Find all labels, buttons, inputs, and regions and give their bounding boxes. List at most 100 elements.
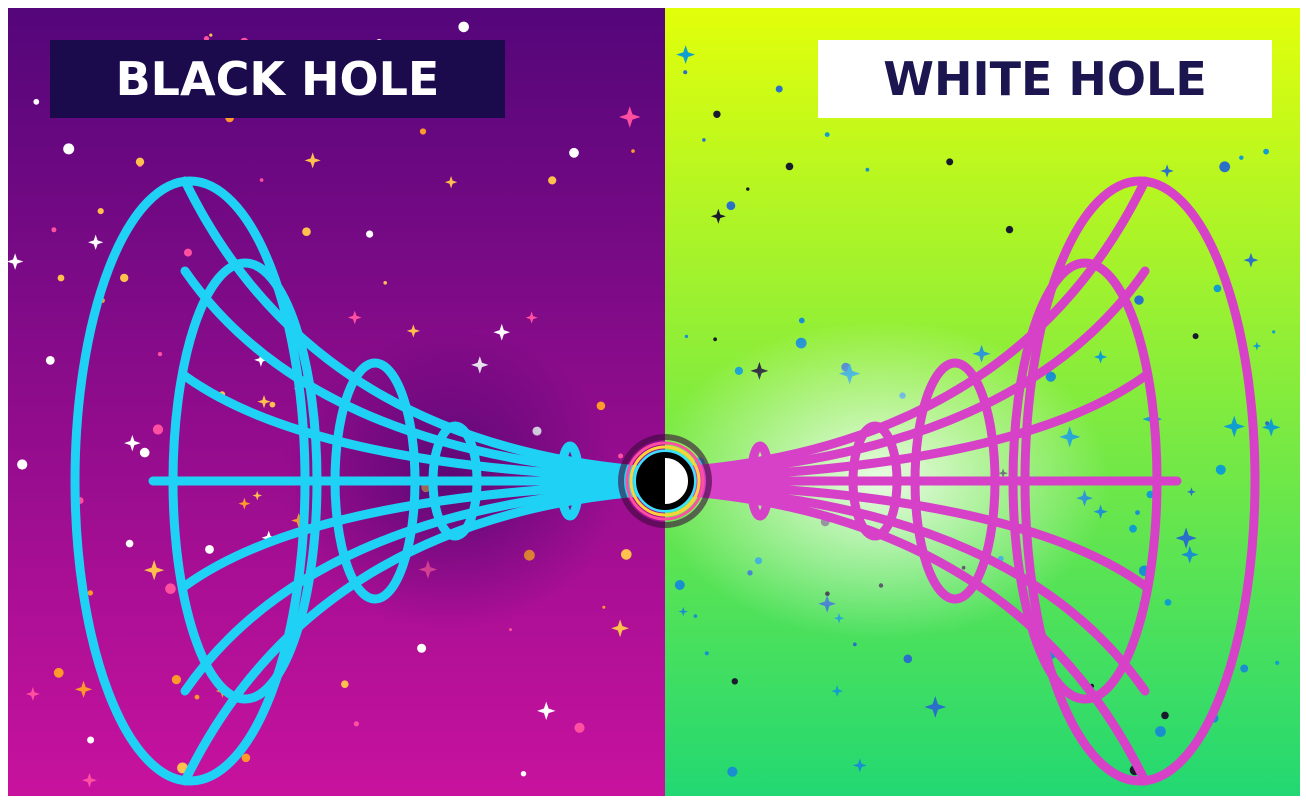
right-star [831,685,844,697]
right-star [727,766,738,777]
left-star [171,675,181,685]
right-star [775,85,783,93]
black-hole-funnel-profile-curve [180,482,670,696]
left-star [144,559,165,581]
right-star [1192,333,1199,340]
left-star [269,401,276,408]
white-hole-title: WHITE HOLE [883,52,1207,106]
right-star [1180,545,1199,564]
left-star [548,176,557,185]
left-star [165,583,176,594]
left-star [157,351,163,357]
black-hole-funnel-profile-curve [180,479,670,591]
white-hole-funnel-profile-curve [660,485,1150,786]
left-star [124,434,141,452]
right-star [1155,726,1166,737]
black-hole-title-box: BLACK HOLE [50,40,505,118]
left-star [97,208,104,215]
right-star [683,70,688,75]
left-star [525,311,538,324]
left-star [184,248,192,257]
right-star [1164,599,1172,606]
left-star [53,667,64,678]
black-hole-funnel-profile-curve [180,371,670,483]
white-hole-funnel-profile-curve [660,371,1150,483]
white-hole-funnel-profile-curve [660,266,1150,480]
right-star [798,317,805,324]
left-star [241,753,251,763]
right-star [1005,225,1014,234]
black-white-disc-icon [618,434,712,528]
left-star [574,722,585,733]
left-star [82,772,97,788]
left-star [621,549,632,560]
white-hole-funnel-profile-curve [660,482,1150,696]
left-star [259,178,264,182]
right-star [852,642,857,647]
left-star [611,619,629,638]
left-star [419,128,427,135]
left-star [25,687,40,701]
left-star [619,106,641,128]
right-star [852,758,867,773]
left-star [63,143,75,155]
right-star [903,654,913,664]
right-star [1252,341,1262,351]
right-star [1186,487,1196,497]
right-star [1263,148,1269,155]
left-star [569,147,579,158]
white-hole-funnel-profile-curve [660,176,1150,477]
left-star [536,701,556,721]
right-star [702,138,706,142]
left-star [406,324,420,338]
left-star [417,643,427,653]
left-star [257,394,271,409]
left-star [51,227,57,233]
left-star [366,230,374,238]
right-star [1240,664,1249,673]
left-star [238,497,251,510]
left-star [45,356,55,365]
right-star [785,162,794,171]
left-star [6,253,24,270]
left-star [139,447,150,458]
left-star [87,590,94,596]
left-star [88,234,104,250]
left-star [57,274,65,282]
right-star [693,614,698,618]
right-star [1146,490,1155,499]
black-hole-funnel-profile-curve [180,266,670,480]
right-star [1129,524,1137,533]
right-star [1093,350,1108,364]
right-star [1160,164,1174,178]
left-star [74,680,93,698]
white-hole-title-box: WHITE HOLE [818,40,1272,118]
left-star [444,176,458,189]
left-star [125,539,134,548]
left-star [509,628,512,632]
left-star [33,98,40,105]
left-star [353,721,359,727]
right-star [824,132,830,138]
left-star [631,149,635,153]
left-star [205,545,214,554]
right-star [1219,161,1231,173]
right-star [713,337,717,342]
left-star [203,36,210,42]
left-star [120,273,129,283]
right-star [731,678,738,685]
black-hole-funnel-profile-curve [180,485,670,786]
left-star [152,424,164,435]
right-star [1213,284,1222,293]
right-star [1272,330,1276,334]
right-star [1175,527,1197,549]
white-hole-funnel-profile-curve [660,479,1150,591]
right-star [1275,660,1280,666]
left-star [302,227,311,236]
left-star [304,152,321,169]
right-star [674,580,685,590]
right-star [946,158,954,166]
right-star [1223,415,1246,438]
